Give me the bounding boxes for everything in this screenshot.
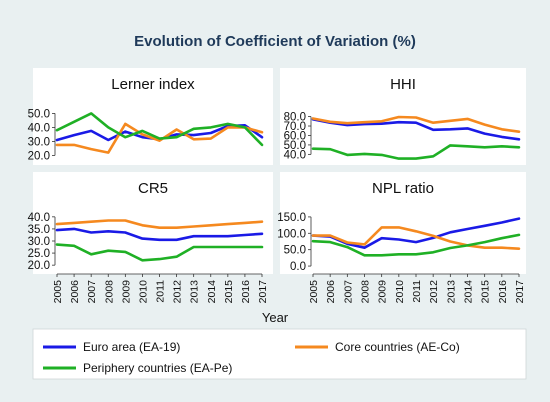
x-tick-label: 2005 — [308, 280, 320, 304]
y-tick-label: 60.0 — [284, 130, 306, 142]
y-tick-label: 30.0 — [28, 236, 50, 248]
y-tick-label: 0.0 — [290, 261, 306, 273]
chart-legend: Euro area (EA-19) Core countries (AE-Co) P… — [32, 328, 527, 380]
legend-box — [32, 328, 527, 380]
panel-title: Lerner index — [111, 76, 195, 93]
series-line-periphery — [55, 243, 264, 262]
y-tick-label: 30.0 — [28, 136, 50, 148]
y-tick-label: 40.0 — [28, 122, 50, 134]
x-tick-label: 2013 — [445, 280, 457, 304]
x-tick-label: 2010 — [137, 280, 149, 304]
series-line-periphery — [311, 144, 521, 160]
y-tick-label: 20.0 — [28, 260, 50, 272]
y-tick-label: 50.0 — [28, 108, 50, 120]
series-line-core — [55, 219, 264, 229]
panel-npl-ratio: NPL ratio 0.0 50.0 100.0 150.0 2005 2006 2007 20… — [277, 172, 526, 303]
x-tick-label: 2006 — [325, 280, 337, 304]
chart-panels: Lerner index20.030.040.050.0HHI40.050.06… — [28, 68, 526, 303]
y-tick-label: 35.0 — [28, 224, 50, 236]
panel-title: NPL ratio — [372, 180, 434, 197]
y-tick-label: 100.0 — [277, 228, 306, 240]
y-tick-label: 70.0 — [284, 121, 306, 133]
x-tick-label: 2012 — [428, 280, 440, 304]
x-tick-label: 2015 — [480, 280, 492, 304]
y-tick-label: 25.0 — [28, 248, 50, 260]
x-tick-label: 2014 — [206, 280, 218, 304]
x-tick-label: 2013 — [189, 280, 201, 304]
y-tick-label: 50.0 — [284, 140, 306, 152]
y-tick-label: 20.0 — [28, 150, 50, 162]
series-line-periphery — [55, 112, 264, 147]
y-tick-label: 80.0 — [284, 112, 306, 124]
x-tick-label: 2005 — [52, 280, 64, 304]
panel-lerner-index: Lerner index 20.0 30.0 40.0 50.0 — [28, 68, 273, 165]
x-tick-label: 2016 — [240, 280, 252, 304]
x-tick-label: 2010 — [394, 280, 406, 304]
x-axis-label: Year — [262, 310, 289, 325]
x-tick-label: 2008 — [103, 280, 115, 304]
legend-label: Euro area (EA-19) — [83, 340, 180, 354]
panel-title: CR5 — [138, 180, 168, 197]
series-line-periphery — [311, 233, 521, 257]
x-tick-label: 2009 — [120, 280, 132, 304]
legend-item-euro: Euro area (EA-19) — [43, 340, 180, 354]
panel-background — [280, 172, 526, 274]
x-tick-label: 2009 — [377, 280, 389, 304]
panel-title: HHI — [390, 76, 416, 93]
x-tick-label: 2008 — [360, 280, 372, 304]
legend-label: Core countries (AE-Co) — [335, 340, 460, 354]
panel-hhi: HHI 40.050.060.070.080.0 — [280, 68, 526, 165]
x-tick-label: 2011 — [411, 280, 423, 303]
x-tick-label: 2006 — [69, 280, 81, 304]
x-tick-label: 2017 — [257, 280, 269, 304]
x-tick-label: 2011 — [155, 280, 167, 303]
y-tick-label: 40.0 — [284, 149, 306, 161]
legend-item-periphery: Periphery countries (EA-Pe) — [43, 361, 232, 375]
x-tick-label: 2007 — [86, 280, 98, 304]
y-tick-label: 40.0 — [28, 212, 50, 224]
series-line-core — [55, 122, 264, 154]
series-line-euro — [311, 118, 521, 141]
y-tick-label: 150.0 — [277, 212, 306, 224]
x-tick-label: 2016 — [497, 280, 509, 304]
series-line-core — [311, 226, 521, 250]
panel-cr5: CR5 20.025.030.035.040.0 2005 2006 2007 2008 2… — [28, 172, 273, 303]
panel-background — [33, 68, 273, 165]
legend-label: Periphery countries (EA-Pe) — [83, 361, 232, 375]
y-tick-label: 50.0 — [284, 245, 306, 257]
chart-title: Evolution of Coefficient of Variation (%… — [134, 33, 416, 50]
x-tick-label: 2017 — [514, 280, 526, 304]
x-tick-label: 2014 — [463, 280, 475, 304]
x-tick-label: 2015 — [223, 280, 235, 304]
x-tick-label: 2012 — [172, 280, 184, 304]
x-tick-label: 2007 — [342, 280, 354, 304]
series-line-euro — [55, 227, 264, 242]
legend-item-core: Core countries (AE-Co) — [295, 340, 460, 354]
series-line-core — [311, 115, 521, 133]
